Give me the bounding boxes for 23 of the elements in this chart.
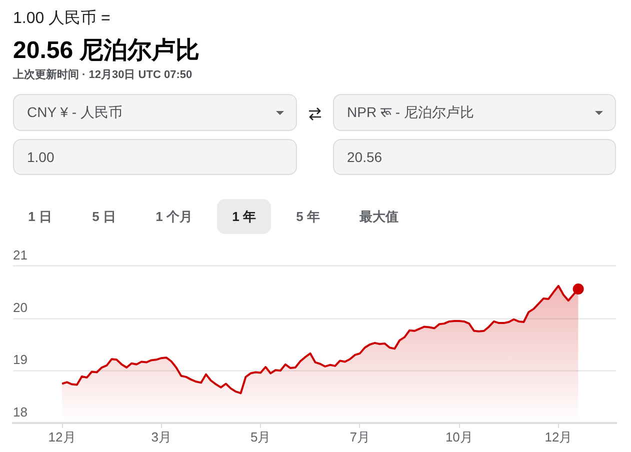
x-tick-label: 12月 bbox=[48, 429, 76, 444]
input-field: 20.56 bbox=[333, 139, 616, 175]
tab-button: 1 年 bbox=[217, 199, 271, 234]
y-tick-label: 20 bbox=[13, 300, 28, 315]
text: 5 日 bbox=[92, 209, 116, 224]
x-tick-label: 5月 bbox=[250, 429, 271, 444]
y-tick-label: 19 bbox=[13, 352, 28, 368]
text: 上次更新时间 · 12月30日 UTC 07:50 bbox=[13, 68, 192, 82]
select-field: CNY ¥ - 人民币 bbox=[13, 94, 297, 131]
y-tick-label: 18 bbox=[13, 404, 28, 420]
x-tick-label: 3月 bbox=[151, 429, 172, 444]
x-tick-label: 12月 bbox=[544, 429, 572, 444]
text: 5 年 bbox=[296, 209, 320, 224]
text: 1 个月 bbox=[156, 209, 192, 224]
input-field: 1.00 bbox=[13, 139, 297, 175]
x-tick-label: 7月 bbox=[350, 429, 370, 444]
chart-title: 20.56 尼泊尔卢比 bbox=[13, 36, 200, 66]
x-tick-label: 10月 bbox=[445, 429, 473, 444]
y-tick-label: 21 bbox=[13, 248, 28, 263]
select-field: NPR रू - 尼泊尔卢比 bbox=[333, 94, 616, 131]
text: 最大值 bbox=[360, 209, 398, 224]
chart-subtitle: 1.00 人民币 = bbox=[13, 8, 110, 29]
text: 1 日 bbox=[28, 209, 52, 224]
